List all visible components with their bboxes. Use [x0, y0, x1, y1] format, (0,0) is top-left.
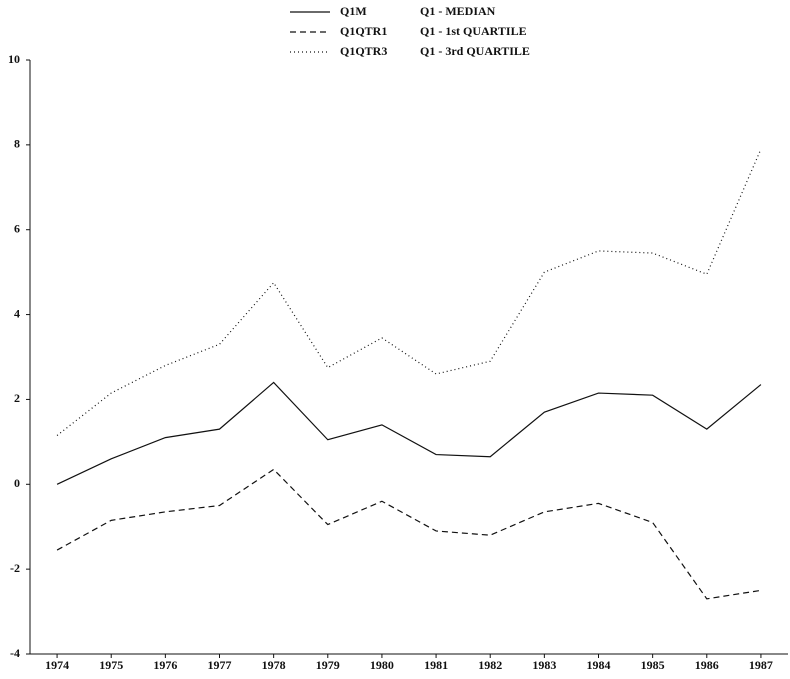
- x-tick-label: 1979: [316, 658, 340, 672]
- legend-name: Q1QTR1: [340, 24, 387, 38]
- x-tick-label: 1983: [532, 658, 556, 672]
- y-tick-label: 6: [14, 221, 20, 235]
- x-tick-label: 1978: [262, 658, 286, 672]
- legend-description: Q1 - 3rd QUARTILE: [420, 44, 530, 58]
- x-tick-label: 1981: [424, 658, 448, 672]
- legend-name: Q1M: [340, 4, 367, 18]
- x-tick-label: 1984: [587, 658, 611, 672]
- y-tick-label: -4: [10, 646, 20, 660]
- x-tick-label: 1975: [99, 658, 123, 672]
- y-tick-label: -2: [10, 561, 20, 575]
- x-tick-label: 1986: [695, 658, 719, 672]
- y-tick-label: 2: [14, 391, 20, 405]
- x-tick-label: 1974: [45, 658, 69, 672]
- series-line: [56, 148, 762, 436]
- legend-name: Q1QTR3: [340, 44, 387, 58]
- y-tick-label: 10: [8, 52, 20, 66]
- x-tick-label: 1976: [153, 658, 177, 672]
- x-tick-label: 1980: [370, 658, 394, 672]
- legend-description: Q1 - MEDIAN: [420, 4, 496, 18]
- y-tick-label: 0: [14, 476, 20, 490]
- series-line: [56, 468, 762, 600]
- x-tick-label: 1977: [208, 658, 232, 672]
- y-tick-label: 8: [14, 137, 20, 151]
- x-tick-label: 1987: [749, 658, 773, 672]
- legend-description: Q1 - 1st QUARTILE: [420, 24, 527, 38]
- x-tick-label: 1985: [641, 658, 665, 672]
- y-tick-label: 4: [14, 306, 20, 320]
- series-line: [56, 381, 762, 485]
- x-tick-label: 1982: [478, 658, 502, 672]
